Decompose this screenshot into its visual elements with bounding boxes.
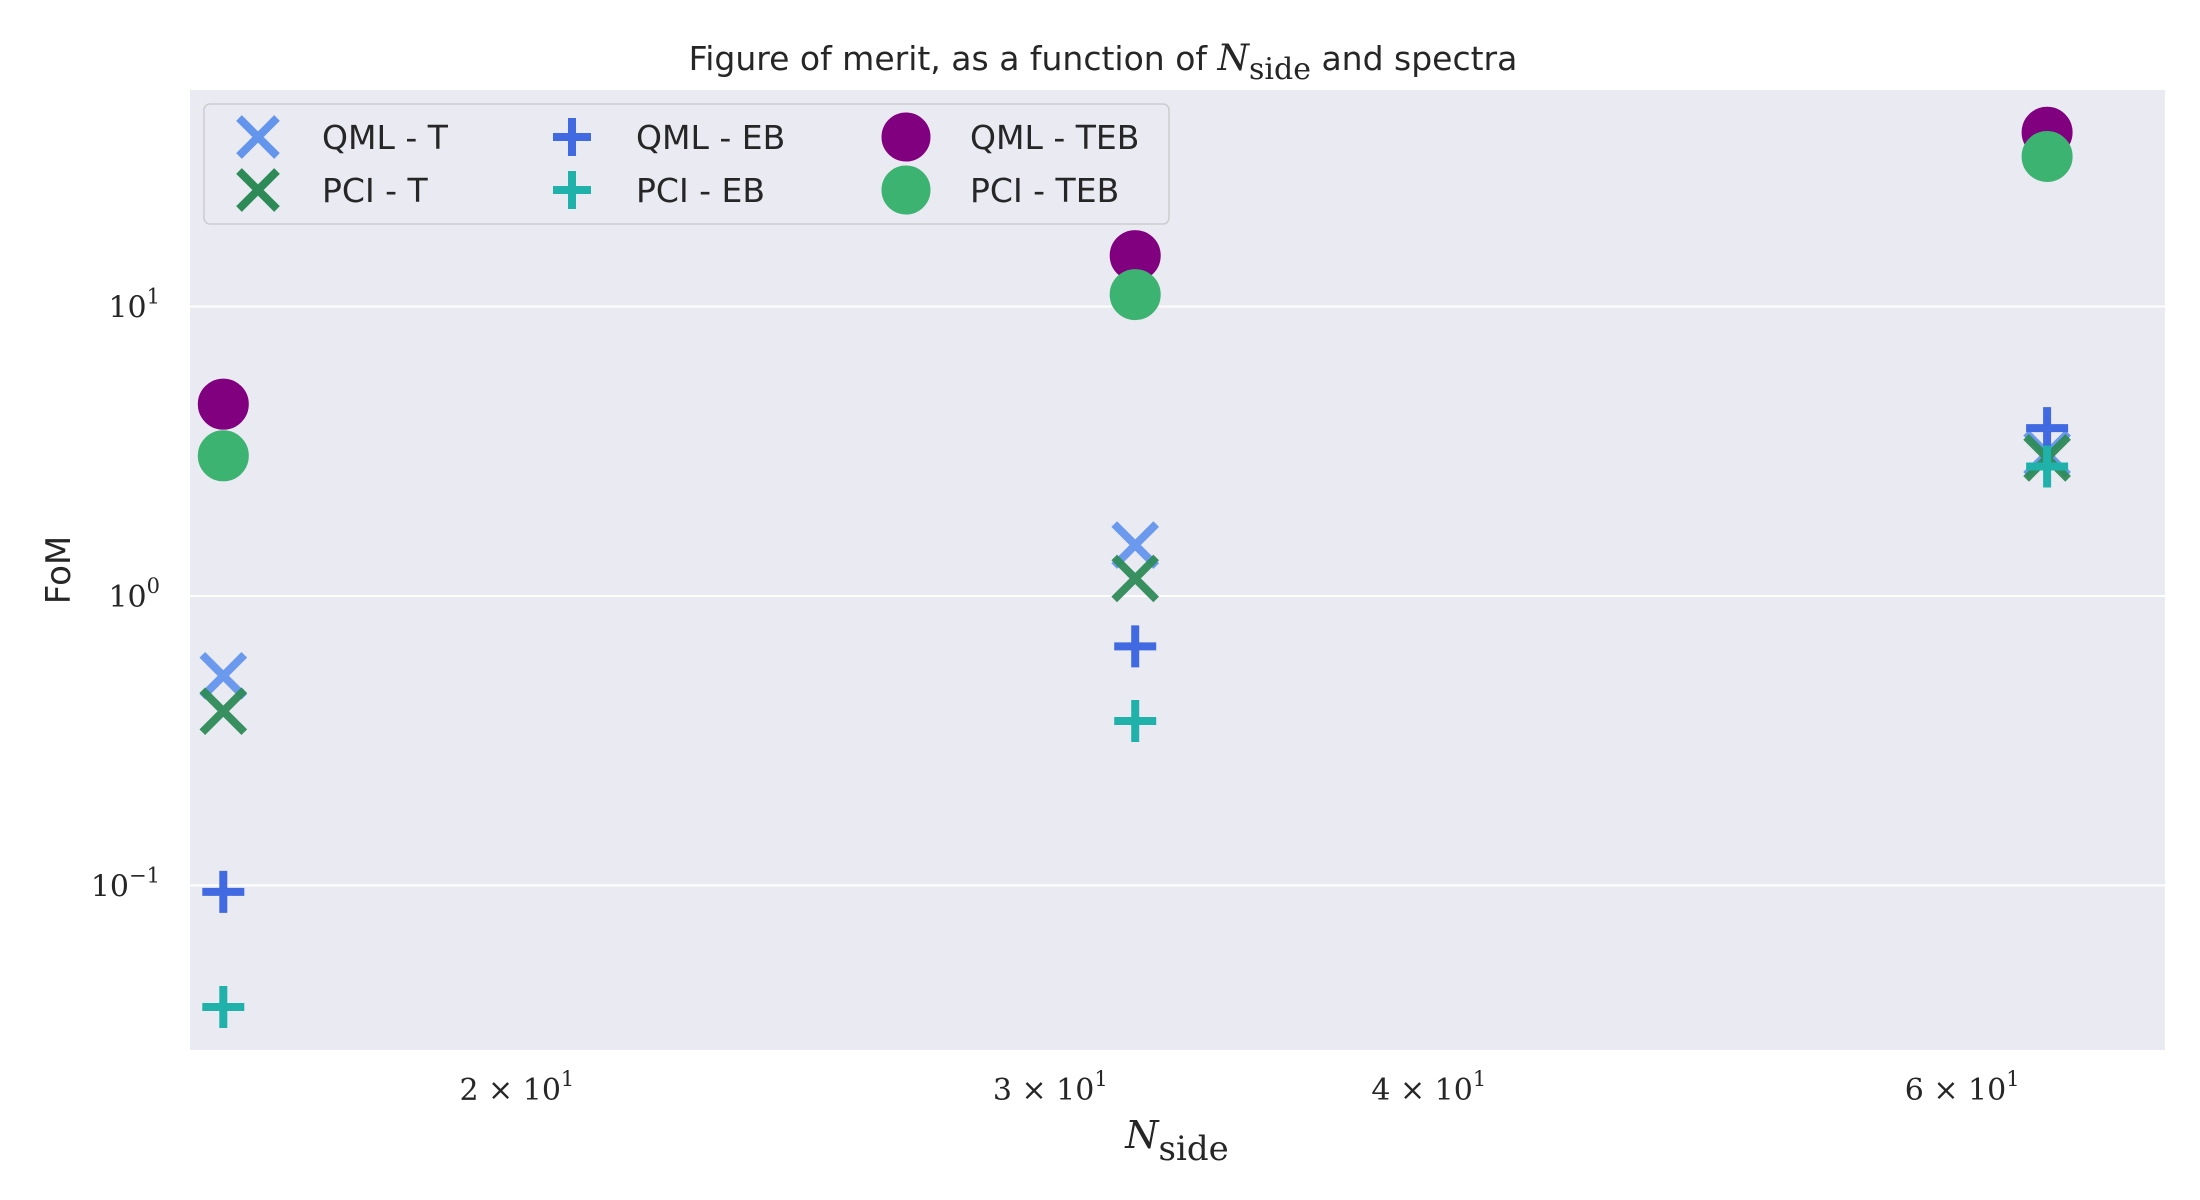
tick-labels: 10−1 100 101 2 × 101 3 × 101 4 × 101 6 × 101 xyxy=(91,285,2020,1108)
data-point xyxy=(2026,445,2069,488)
x-tick-label: 6 × 101 xyxy=(1905,1067,2020,1108)
legend-label: QML - T xyxy=(322,118,449,157)
data-point xyxy=(197,430,249,482)
legend: QML - T PCI - T QML - EB PCI - EB QML - TEB P… xyxy=(203,103,1170,225)
x-tick-label: 3 × 101 xyxy=(993,1067,1108,1108)
data-point xyxy=(1111,554,1160,603)
legend-marker xyxy=(553,171,591,209)
data-point xyxy=(199,651,248,700)
data-markers xyxy=(197,106,2073,1029)
y-axis-label: FoM xyxy=(39,536,79,604)
legend-label: PCI - TEB xyxy=(970,171,1119,210)
data-point xyxy=(1114,699,1157,742)
grid-lines xyxy=(190,305,2165,887)
data-point xyxy=(2021,130,2073,182)
data-point xyxy=(202,986,245,1029)
plot-area xyxy=(190,90,2165,1050)
x-tick-label: 4 × 101 xyxy=(1371,1067,1486,1108)
x-tick-label: 2 × 101 xyxy=(459,1067,574,1108)
legend-marker xyxy=(236,168,280,212)
y-tick-label: 101 xyxy=(108,285,160,326)
legend-marker xyxy=(236,115,280,159)
x-axis-label: Nside xyxy=(1124,1113,1228,1169)
chart-title: Figure of merit, as a function of Nside … xyxy=(689,38,1518,87)
data-point xyxy=(1109,269,1161,321)
data-point xyxy=(2026,407,2069,450)
legend-label: PCI - T xyxy=(322,171,429,210)
data-point xyxy=(199,687,248,735)
legend-label: PCI - EB xyxy=(636,171,765,210)
data-point xyxy=(1114,625,1157,668)
y-tick-label: 100 xyxy=(108,574,160,615)
legend-marker xyxy=(553,118,591,156)
y-tick-label: 10−1 xyxy=(91,863,160,904)
legend-marker xyxy=(881,112,931,162)
legend-marker xyxy=(881,165,931,215)
data-point xyxy=(197,378,249,430)
legend-label: QML - TEB xyxy=(970,118,1139,157)
data-point xyxy=(202,870,245,913)
legend-label: QML - EB xyxy=(636,118,785,157)
